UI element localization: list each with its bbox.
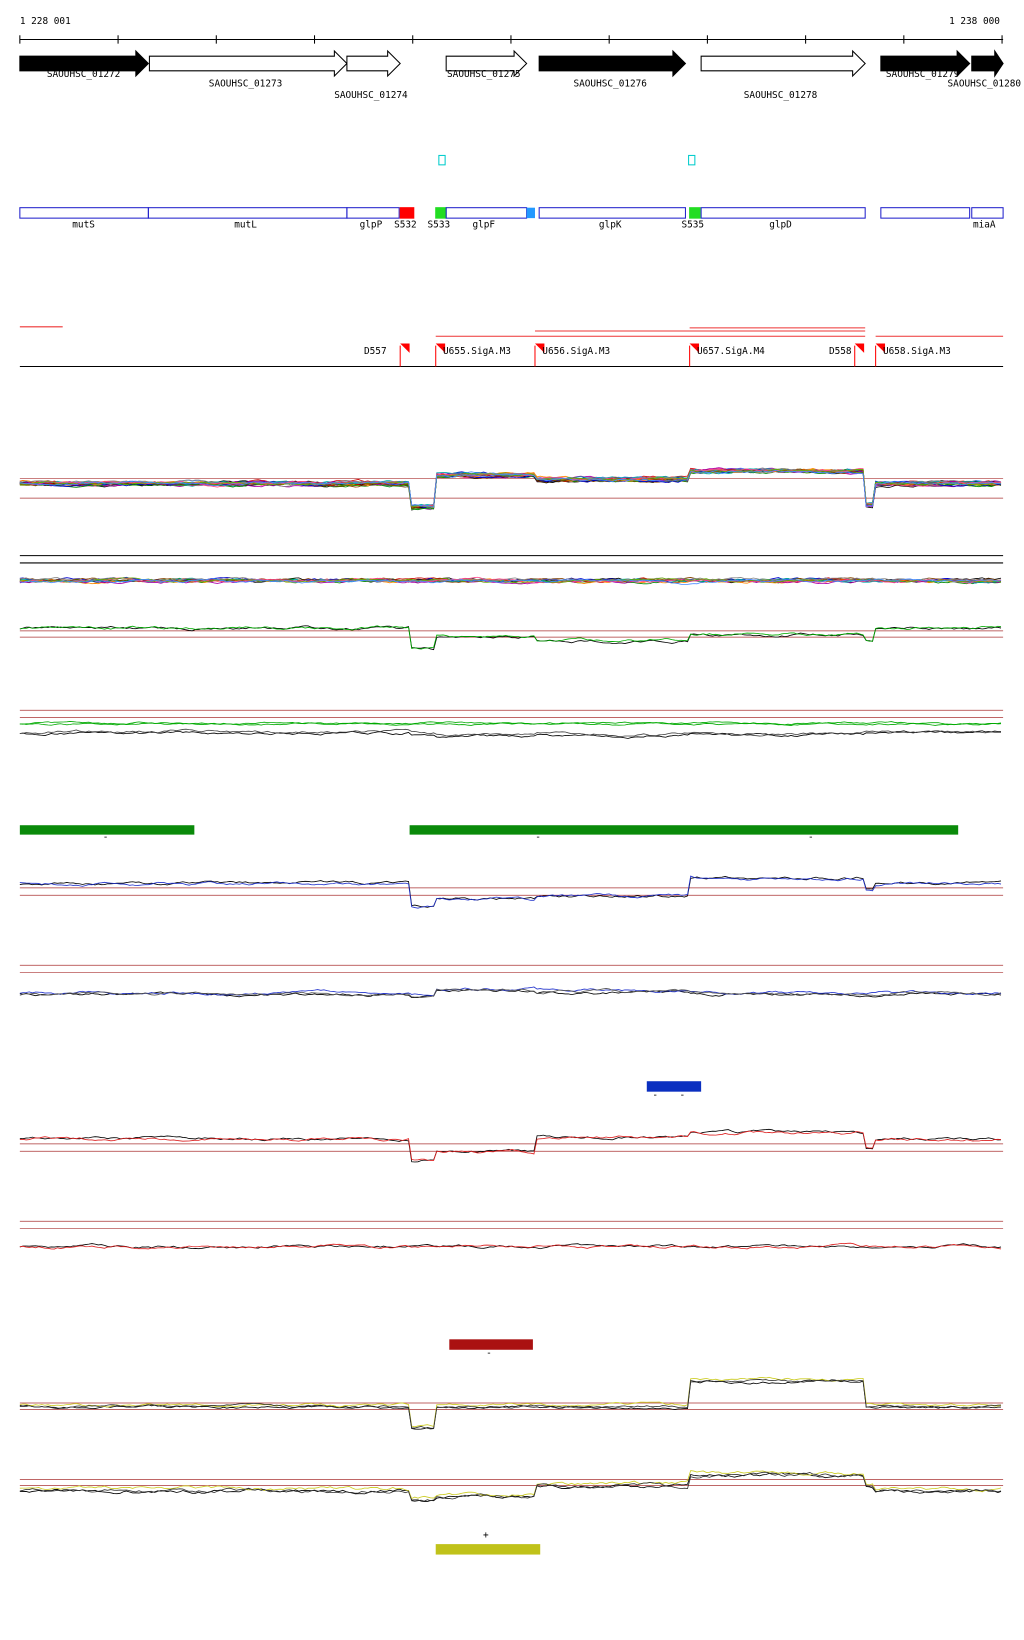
gene-label: SAOUHSC_01276 [573, 78, 647, 89]
strand-mark: - [808, 832, 814, 843]
signal-line [19, 1472, 1002, 1503]
promoter-flag [854, 343, 865, 353]
ruler-start: 1 228 001 [20, 16, 71, 27]
signal-line [19, 988, 1002, 998]
gene-arrow [445, 49, 528, 78]
promoter-label: U657.SigA.M4 [697, 346, 765, 357]
feature [147, 207, 348, 219]
gene-label: SAOUHSC_01274 [334, 90, 408, 101]
strand-mark: - [679, 1090, 685, 1101]
feature [538, 207, 686, 219]
feature [700, 207, 866, 219]
feature-label: mutS [72, 220, 95, 231]
promoter-flag [435, 343, 446, 353]
feature-label: S535 [681, 220, 704, 231]
strand-mark: + [483, 1530, 489, 1541]
gene-arrow [19, 49, 150, 78]
marker [688, 154, 696, 166]
signal-line [19, 875, 1002, 909]
feature-label: glpP [360, 220, 383, 231]
promoter-label: D557 [364, 346, 387, 357]
signal-line [19, 1130, 1002, 1161]
signal-line [19, 625, 1002, 651]
promoter-label: U656.SigA.M3 [542, 346, 610, 357]
strand-mark: - [486, 1348, 492, 1359]
feature [689, 207, 701, 219]
gene-arrow [148, 49, 348, 78]
feature [880, 207, 971, 219]
marker [438, 154, 446, 166]
signal-line [19, 1379, 1002, 1430]
feature [445, 207, 528, 219]
strand-mark: - [103, 832, 109, 843]
promoter-label: D558 [829, 346, 852, 357]
feature [435, 207, 447, 219]
gene-label: SAOUHSC_01280 [948, 78, 1022, 89]
gene-arrow [538, 49, 687, 78]
gene-label: SAOUHSC_01275 [447, 69, 521, 80]
feature [526, 207, 535, 219]
signal-line [19, 722, 1002, 726]
feature-label: glpF [472, 220, 495, 231]
region-bar [449, 1339, 533, 1350]
signal-line [19, 470, 1002, 508]
signal-line [19, 728, 1002, 737]
signal-line [19, 625, 1002, 650]
gene-label: SAOUHSC_01273 [209, 78, 283, 89]
signal-line [19, 875, 1002, 908]
feature [346, 207, 400, 219]
gene-arrow [880, 49, 971, 78]
signal-line [19, 578, 1002, 585]
promoter-label: U655.SigA.M3 [443, 346, 511, 357]
gene-arrow [971, 49, 1004, 78]
promoter-flag [875, 343, 886, 353]
signal-line [19, 467, 1002, 508]
region-bar [409, 825, 959, 835]
feature [971, 207, 1004, 219]
signal-line [19, 576, 1002, 583]
signal-line [19, 468, 1002, 508]
gene-label: SAOUHSC_01279 [886, 69, 960, 80]
promoter-flag [534, 343, 545, 353]
feature-label: glpK [599, 220, 622, 231]
promoter-flag [689, 343, 700, 353]
gene-label: SAOUHSC_01272 [47, 69, 121, 80]
feature-label: miaA [973, 220, 996, 231]
signal-line [19, 1128, 1002, 1163]
feature-label: glpD [769, 220, 792, 231]
signal-line [19, 1376, 1002, 1428]
feature-label: S532 [394, 220, 417, 231]
promoter-flag [400, 343, 410, 353]
signal-line [19, 1242, 1002, 1250]
region-bar [435, 1544, 541, 1555]
signal-line [19, 1471, 1002, 1502]
strand-mark: - [535, 832, 541, 843]
gene-arrow [700, 49, 866, 78]
feature-label: mutL [234, 220, 257, 231]
feature [399, 207, 415, 219]
region-bar [646, 1081, 702, 1092]
ruler-end: 1 238 000 [949, 16, 1000, 27]
gene-arrow [346, 49, 401, 78]
feature-label: S533 [428, 220, 451, 231]
strand-mark: - [652, 1090, 658, 1101]
gene-label: SAOUHSC_01278 [744, 90, 818, 101]
region-bar [19, 825, 195, 835]
promoter-label: U658.SigA.M3 [883, 346, 951, 357]
feature [19, 207, 149, 219]
signal-line [19, 1470, 1002, 1500]
